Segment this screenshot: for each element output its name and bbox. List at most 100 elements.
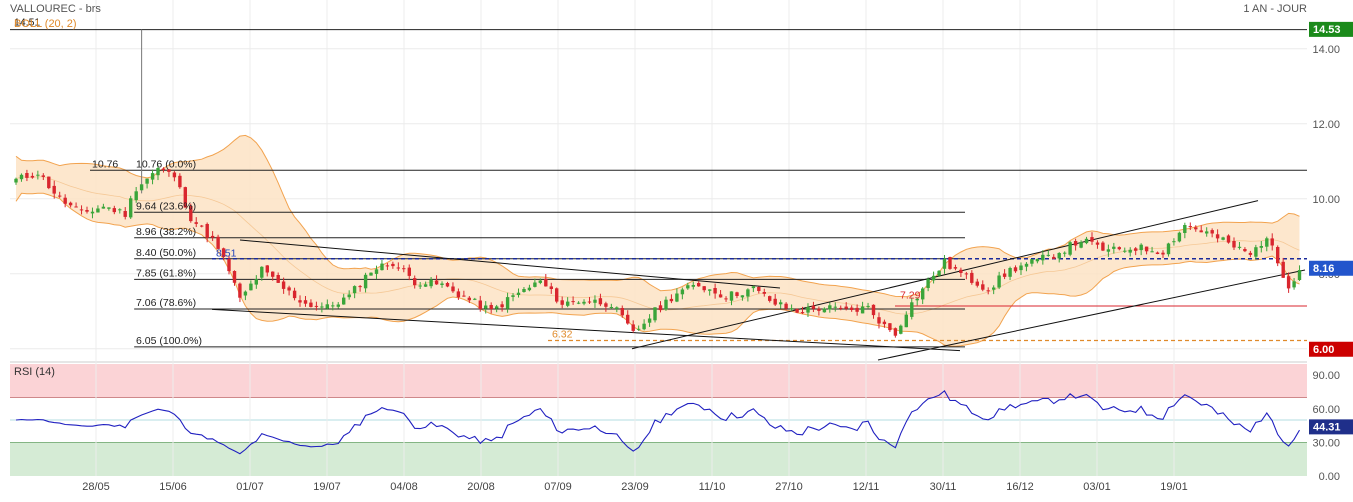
candle-body (637, 328, 641, 330)
candle-body (822, 308, 827, 313)
mid-level-label: 7.29 (900, 289, 921, 301)
candle-body (571, 301, 575, 303)
rsi-tick-label: 30.00 (1312, 437, 1340, 449)
candle-body (227, 259, 231, 272)
candle-body (1117, 247, 1121, 250)
candle-body (396, 267, 400, 269)
candle-body (768, 296, 772, 301)
last-price-badge-bg (1309, 260, 1353, 276)
candle-body (1057, 253, 1061, 259)
candle-body (79, 209, 84, 211)
rsi-line (15, 389, 1300, 455)
candle-body (139, 184, 144, 191)
bollinger-upper (15, 134, 1300, 298)
candle-body (52, 185, 56, 194)
rsi-label: RSI (14) (14, 366, 55, 378)
candle-body (210, 235, 215, 238)
candle-body (462, 295, 466, 297)
candle-body (833, 306, 837, 308)
candle-body (1063, 252, 1067, 254)
x-tick-label: 19/01 (1160, 481, 1188, 493)
candle-body (276, 275, 280, 283)
rsi-tick-label: 0.00 (1319, 471, 1340, 483)
rsi-tick-label: 90.00 (1312, 370, 1340, 382)
candle-body (1123, 250, 1127, 252)
candle-body (1177, 232, 1182, 242)
candle-body (194, 222, 198, 224)
bollinger-lower (15, 192, 1300, 347)
period-selector[interactable]: 1 AN - JOUR (1243, 3, 1307, 15)
candle-body (1286, 276, 1291, 289)
candle-body (713, 288, 717, 294)
candle-body (948, 257, 952, 269)
candle-body (336, 304, 340, 307)
candle-body (265, 265, 269, 273)
candle-body (964, 273, 969, 275)
fib-level-label: 8.96 (38.2%) (136, 226, 196, 238)
high-price-badge-text: 14.53 (1313, 24, 1341, 36)
candle-body (85, 210, 89, 212)
candle-body (1035, 258, 1040, 262)
rsi-tick-label: 60.00 (1312, 404, 1340, 416)
candle-body (1106, 249, 1111, 252)
candle-body (658, 305, 663, 311)
candle-body (429, 279, 433, 287)
candle-body (292, 290, 297, 299)
candle-body (779, 302, 783, 305)
candle-body (773, 298, 777, 305)
x-tick-label: 16/12 (1006, 481, 1034, 493)
candle-body (172, 172, 177, 178)
candle-body (380, 263, 384, 271)
bollinger-label: BOLL (20, 2) (14, 18, 77, 30)
candle-body (1243, 249, 1247, 252)
candle-body (298, 300, 302, 303)
candle-body (314, 305, 319, 307)
candle-body (1013, 267, 1018, 272)
chart-title: VALLOUREC - brs (10, 3, 101, 15)
candle-body (1297, 270, 1302, 280)
candle-body (593, 299, 597, 303)
candle-body (1172, 241, 1176, 243)
x-tick-label: 11/10 (699, 481, 726, 493)
candle-body (915, 298, 919, 301)
candle-body (533, 282, 537, 287)
candle-body (926, 279, 930, 288)
candle-body (112, 208, 116, 213)
candle-body (1002, 273, 1007, 277)
candle-body (795, 309, 799, 313)
candle-body (953, 267, 958, 269)
candle-body (14, 178, 18, 183)
candle-body (675, 293, 679, 302)
candle-body (238, 283, 242, 298)
candle-body (287, 287, 291, 291)
fib-level-label: 8.40 (50.0%) (136, 247, 196, 259)
candle-body (975, 281, 979, 286)
candle-body (817, 308, 821, 311)
candle-body (1292, 281, 1296, 288)
candle-body (467, 297, 471, 301)
candle-body (1128, 249, 1132, 253)
candle-body (423, 284, 428, 287)
candle-body (680, 289, 685, 295)
candle-body (1068, 242, 1072, 255)
candle-body (41, 175, 45, 177)
candle-body (47, 176, 51, 189)
candle-body (855, 307, 859, 312)
candle-body (440, 283, 444, 285)
candle-body (1248, 252, 1253, 255)
candle-body (1232, 241, 1236, 248)
candle-body (1199, 230, 1203, 233)
candle-body (1019, 265, 1023, 271)
candle-body (609, 307, 614, 308)
candle-body (735, 292, 739, 296)
candle-body (434, 280, 439, 285)
candle-body (254, 279, 258, 285)
candle-body (806, 307, 810, 313)
candle-body (582, 301, 586, 304)
candle-body (118, 209, 122, 211)
trend-line-up-upper (631, 200, 1259, 350)
high-level-label: 14.51 (14, 17, 40, 29)
x-tick-label: 15/06 (159, 481, 187, 493)
candle-body (74, 206, 78, 208)
candle-body (620, 308, 624, 316)
